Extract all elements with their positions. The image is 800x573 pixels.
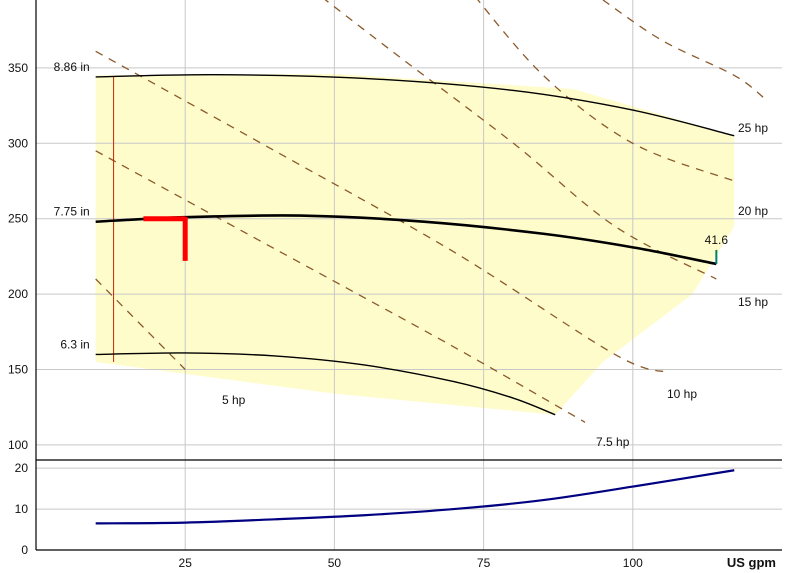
power-line-4	[477, 0, 735, 182]
power-label-1: 7.5 hp	[596, 435, 630, 449]
impeller-curve-0	[95, 73, 735, 137]
impeller-label-2: 6.3 in	[60, 337, 89, 351]
impeller-label-1: 7.75 in	[54, 205, 90, 219]
head-y-tick-300: 300	[8, 136, 28, 150]
npsh-y-tick-0: 0	[21, 543, 28, 557]
power-line-0	[95, 278, 186, 370]
power-label-5: 25 hp	[738, 121, 768, 135]
power-line-5	[602, 0, 765, 99]
head-y-tick-150: 150	[8, 363, 28, 377]
npsh-y-tick-20: 20	[15, 461, 29, 475]
head-y-tick-200: 200	[8, 287, 28, 301]
x-tick-50: 50	[328, 556, 342, 570]
x-tick-25: 25	[179, 556, 193, 570]
power-label-3: 15 hp	[738, 295, 768, 309]
head-y-tick-100: 100	[8, 438, 28, 452]
power-label-4: 20 hp	[738, 204, 768, 218]
head-y-tick-350: 350	[8, 61, 28, 75]
x-tick-100: 100	[623, 556, 643, 570]
efficiency-marker-label: 41.6	[705, 233, 729, 247]
impeller-label-0: 8.86 in	[54, 60, 90, 74]
power-line-2	[95, 50, 669, 374]
npsh-curve-0	[95, 469, 735, 525]
power-label-2: 10 hp	[667, 387, 697, 401]
head-y-tick-250: 250	[8, 212, 28, 226]
x-unit-label: US gpm	[727, 555, 776, 570]
operating-region	[95, 73, 735, 415]
power-label-0: 5 hp	[222, 393, 246, 407]
impeller-curve-2	[95, 352, 556, 416]
x-tick-75: 75	[477, 556, 491, 570]
power-line-3	[324, 0, 717, 280]
npsh-y-tick-10: 10	[15, 502, 29, 516]
power-line-1	[95, 150, 586, 423]
